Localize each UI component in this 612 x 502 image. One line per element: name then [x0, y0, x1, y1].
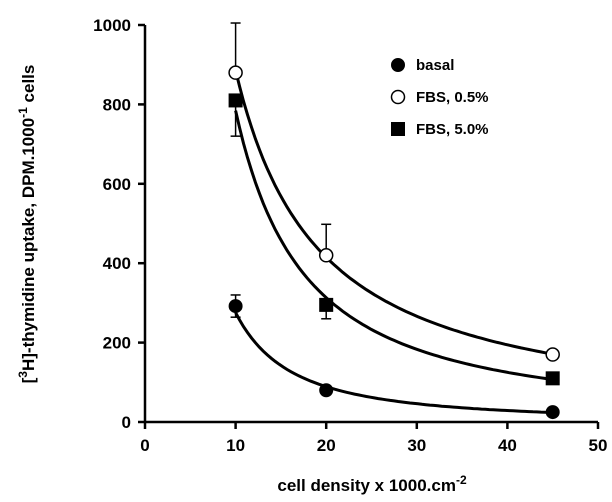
ticks: 0 10 20 30 40 50 0 200 400 600 800 1000: [93, 16, 607, 455]
x-tick-label: 10: [226, 436, 245, 455]
y-axis-title-superscript-2: -1: [16, 107, 30, 118]
data-point-series-1: [545, 347, 560, 362]
y-tick-label: 1000: [93, 16, 131, 35]
y-tick-label: 200: [103, 334, 131, 353]
fit-curve-series-0: [234, 311, 553, 415]
data-point-series-2: [545, 371, 560, 386]
y-tick-label: 400: [103, 254, 131, 273]
fit-curve-series-2: [234, 110, 553, 381]
x-tick-label: 30: [407, 436, 426, 455]
x-tick-label: 20: [317, 436, 336, 455]
error-bars: [230, 22, 332, 320]
data-point-series-0: [228, 299, 243, 314]
data-point-series-0: [319, 383, 334, 398]
legend: basal FBS, 0.5% FBS, 5.0%: [390, 57, 489, 138]
data-points: [228, 65, 560, 420]
data-point-series-1: [228, 65, 243, 80]
y-tick-label: 0: [122, 413, 131, 432]
x-axis-title-main: cell density x 1000.cm: [277, 476, 456, 495]
x-axis-title: cell density x 1000.cm-2: [277, 473, 467, 495]
legend-marker-series-2: [391, 122, 405, 136]
data-point-series-1: [318, 248, 334, 263]
fit-curve-series-1: [234, 70, 553, 356]
data-point-series-2: [228, 93, 243, 108]
x-tick-label: 40: [498, 436, 517, 455]
legend-label-series-1: FBS, 0.5%: [416, 89, 489, 106]
legend-label-series-2: FBS, 5.0%: [416, 121, 489, 138]
data-point-series-2: [319, 297, 334, 312]
legend-label-series-0: basal: [416, 57, 454, 74]
y-axis-title-end: cells: [19, 65, 38, 108]
legend-marker-series-0: [391, 58, 405, 72]
data-point-series-0: [545, 405, 560, 420]
fit-curves: [234, 70, 553, 415]
axes: [143, 25, 598, 424]
x-tick-label: 50: [589, 436, 608, 455]
y-axis-title: [3H]-thymidine uptake, DPM.1000-1 cells: [16, 65, 38, 384]
y-tick-label: 800: [103, 95, 131, 114]
x-tick-label: 0: [140, 436, 149, 455]
legend-marker-series-1: [390, 89, 406, 105]
x-axis-title-superscript: -2: [456, 473, 467, 487]
y-axis-title-superscript: 3: [16, 371, 30, 378]
y-axis-title-main: H]-thymidine uptake, DPM.1000: [19, 118, 38, 371]
y-axis-title-bracket: [: [19, 377, 38, 383]
y-tick-label: 600: [103, 175, 131, 194]
